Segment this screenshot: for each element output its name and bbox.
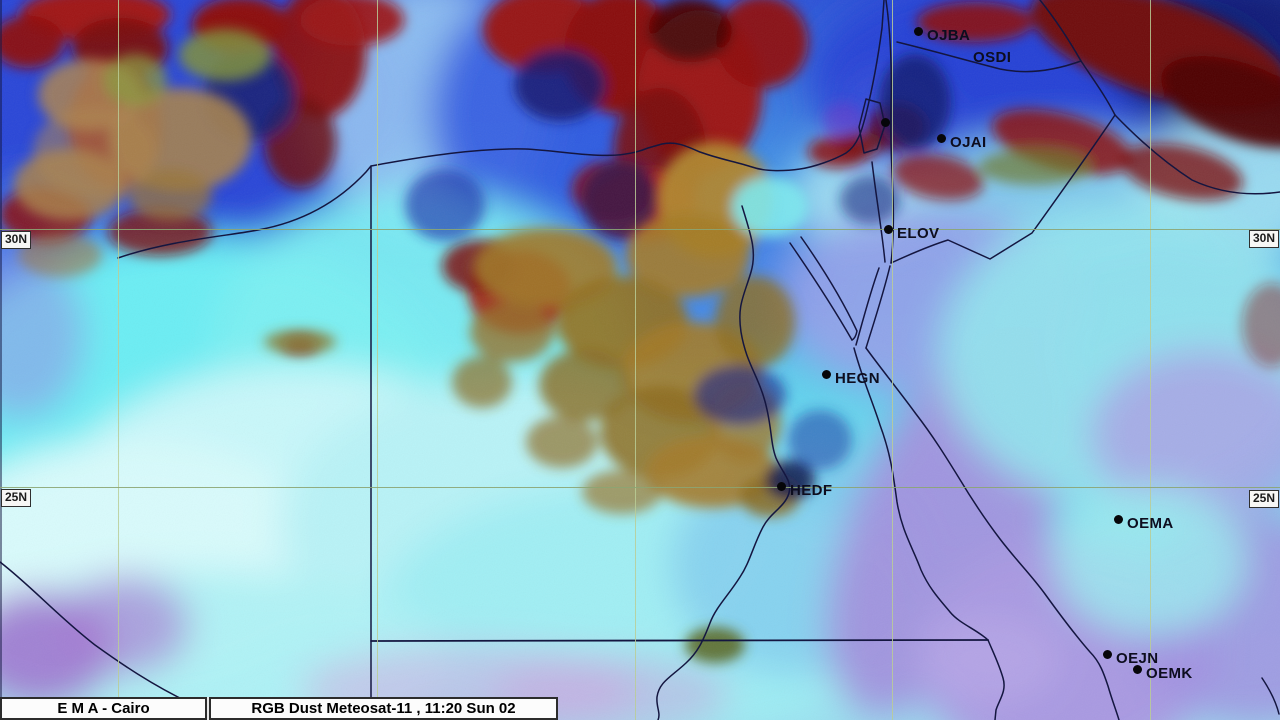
station-code-label: ELOV: [897, 225, 940, 242]
latitude-label-30n-right: 30N: [1248, 230, 1279, 248]
station-code-label: OSDI: [973, 49, 1012, 66]
station-code-label: HEGN: [835, 370, 880, 387]
gridline-horizontal-30n: [0, 229, 1280, 230]
station-code-label: OEMK: [1146, 665, 1193, 682]
station-dot: [1114, 515, 1123, 524]
station-dot: [777, 482, 786, 491]
station-dot: [914, 27, 923, 36]
gridline-vertical: [377, 0, 378, 720]
station-dot: [1133, 665, 1142, 674]
product-timestamp-label: RGB Dust Meteosat-11 , 11:20 Sun 02: [251, 700, 516, 717]
station-code-label: OEMA: [1127, 515, 1174, 532]
station-dot: [881, 118, 890, 127]
status-bar: E M A - Cairo RGB Dust Meteosat-11 , 11:…: [0, 697, 558, 720]
station-dot: [884, 225, 893, 234]
latitude-label-30n-left: 30N: [1, 231, 32, 249]
station-dot: [822, 370, 831, 379]
gridline-horizontal-25n: [0, 487, 1280, 488]
station-dot: [937, 134, 946, 143]
station-code-label: HEDF: [790, 482, 833, 499]
agency-label: E M A - Cairo: [57, 700, 150, 717]
agency-label-box: E M A - Cairo: [0, 697, 207, 720]
station-code-label: OJAI: [950, 134, 987, 151]
station-code-label: OJBA: [927, 27, 971, 44]
station-dot: [1103, 650, 1112, 659]
gridline-vertical: [1150, 0, 1151, 720]
gridline-vertical: [635, 0, 636, 720]
product-label-box: RGB Dust Meteosat-11 , 11:20 Sun 02: [209, 697, 558, 720]
station-code-label: OEJN: [1116, 650, 1159, 667]
latitude-label-25n-right: 25N: [1248, 490, 1279, 508]
latitude-label-25n-left: 25N: [1, 489, 32, 507]
gridline-vertical: [118, 0, 119, 720]
gridline-vertical: [892, 0, 893, 720]
